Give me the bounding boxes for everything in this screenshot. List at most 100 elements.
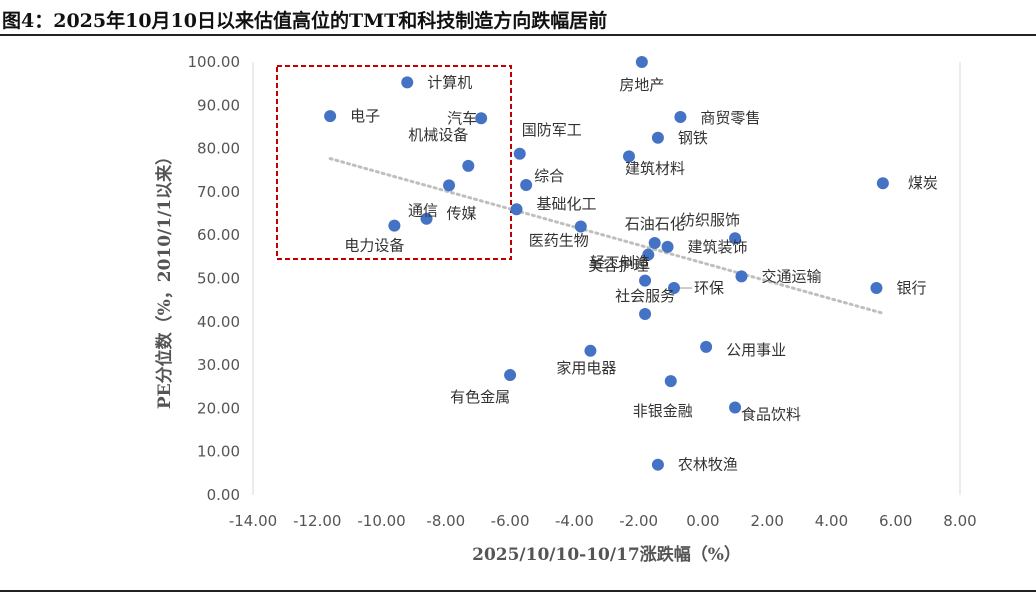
data-point-label: 石油石化 xyxy=(625,215,685,233)
data-point xyxy=(700,340,713,353)
data-point xyxy=(661,240,674,253)
data-point-label: 电力设备 xyxy=(344,237,404,255)
data-point xyxy=(443,179,456,192)
data-point-label: 商贸零售 xyxy=(700,109,760,127)
data-point-label: 交通运输 xyxy=(761,267,821,285)
data-point-label: 轻工制造 xyxy=(590,254,650,272)
data-point-label: 纺织服饰 xyxy=(680,211,740,229)
x-tick-labels: -14.00 -12.00 -10.00 -8.00 -6.00 -4.00 -2.00 0.… xyxy=(229,512,977,530)
data-point xyxy=(642,248,655,261)
data-point-label: 非银金融 xyxy=(633,402,693,420)
trendline-path xyxy=(328,157,885,315)
data-point xyxy=(651,131,664,144)
data-point xyxy=(674,110,687,123)
data-point xyxy=(648,236,661,249)
data-point xyxy=(462,159,475,172)
y-tick-label: 10.00 xyxy=(197,443,240,461)
x-tick-label: -4.00 xyxy=(555,512,594,530)
data-point xyxy=(622,150,635,163)
y-tick-label: 20.00 xyxy=(197,399,240,417)
data-point-label: 社会服务 xyxy=(615,287,675,305)
data-point-label: 银行 xyxy=(896,279,926,297)
data-point-label: 建筑装饰 xyxy=(688,238,748,256)
data-point xyxy=(420,212,433,225)
y-tick-label: 50.00 xyxy=(197,270,240,288)
data-point xyxy=(639,274,652,287)
data-point xyxy=(510,203,523,216)
y-tick-label: 100.00 xyxy=(188,53,241,71)
x-tick-label: 8.00 xyxy=(943,512,976,530)
y-tick-label: 80.00 xyxy=(197,140,240,158)
data-point xyxy=(735,270,748,283)
data-point xyxy=(504,369,517,382)
highlight-rect xyxy=(276,65,512,260)
data-point-label: 综合 xyxy=(534,167,564,185)
data-point-label: 通信 xyxy=(408,201,438,219)
data-point xyxy=(667,282,680,295)
data-point xyxy=(324,110,337,123)
data-point xyxy=(401,76,414,89)
x-tick-label: -6.00 xyxy=(491,512,530,530)
data-point-label: 有色金属 xyxy=(450,388,510,406)
x-tick-label: 4.00 xyxy=(815,512,848,530)
data-point xyxy=(651,458,664,471)
x-tick-label: -12.00 xyxy=(293,512,341,530)
data-points xyxy=(324,56,889,471)
data-point-label: 机械设备 xyxy=(408,126,468,144)
data-point-label: 钢铁 xyxy=(678,129,708,147)
x-tick-label: 2.00 xyxy=(750,512,783,530)
highlight-box xyxy=(276,65,512,260)
data-point-label: 医药生物 xyxy=(529,232,589,250)
data-point-label: 美容护理 xyxy=(588,257,648,275)
trendline xyxy=(328,157,885,315)
y-tick-label: 40.00 xyxy=(197,313,240,331)
data-point-label: 农林牧渔 xyxy=(678,456,738,474)
x-tick-label: -2.00 xyxy=(619,512,658,530)
x-tick-label: 0.00 xyxy=(686,512,719,530)
x-tick-label: -10.00 xyxy=(357,512,405,530)
data-point xyxy=(584,344,597,357)
y-tick-label: 60.00 xyxy=(197,226,240,244)
y-tick-label: 90.00 xyxy=(197,96,240,114)
data-point-label: 家用电器 xyxy=(556,359,616,377)
data-point xyxy=(876,177,889,190)
data-point-label: 传媒 xyxy=(447,205,477,223)
data-point xyxy=(574,220,587,233)
axis-lines xyxy=(252,62,961,495)
x-tick-label: -14.00 xyxy=(229,512,277,530)
data-point xyxy=(513,147,526,160)
title-divider xyxy=(0,34,1036,36)
data-point xyxy=(664,375,677,388)
data-point xyxy=(639,308,652,321)
y-tick-label: 0.00 xyxy=(207,486,240,504)
y-tick-label: 70.00 xyxy=(197,183,240,201)
data-point-label: 电子 xyxy=(350,107,380,125)
x-axis-title: 2025/10/10-10/17涨跌幅（%） xyxy=(472,544,741,565)
data-point xyxy=(520,178,533,191)
data-point-label: 国防军工 xyxy=(522,121,582,139)
x-tick-label: 6.00 xyxy=(879,512,912,530)
y-axis-title: PE分位数（%，2010/1/1以来） xyxy=(154,148,175,409)
data-point-label: 房地产 xyxy=(619,76,664,94)
data-point-label: 建筑材料 xyxy=(625,159,685,177)
data-point-label: 环保 xyxy=(694,279,724,297)
data-point xyxy=(475,112,488,125)
data-point-label: 食品饮料 xyxy=(741,406,801,424)
data-point xyxy=(635,56,648,68)
data-point-label: 煤炭 xyxy=(908,174,938,192)
y-tick-label: 30.00 xyxy=(197,356,240,374)
data-point-label: 公用事业 xyxy=(726,341,786,359)
y-tick-labels: 0.00 10.00 20.00 30.00 40.00 50.00 60.00 70.00 8… xyxy=(188,53,241,504)
data-point-label: 基础化工 xyxy=(537,195,597,213)
figure-title: 图4：2025年10月10日以来估值高位的TMT和科技制造方向跌幅居前 xyxy=(2,10,608,32)
data-point xyxy=(729,401,742,414)
data-point xyxy=(729,232,742,245)
data-point-label: 计算机 xyxy=(427,73,472,91)
data-point-label: 汽车 xyxy=(447,109,477,127)
bottom-divider xyxy=(0,590,1036,592)
x-tick-label: -8.00 xyxy=(426,512,465,530)
data-point xyxy=(870,282,883,295)
chart-area xyxy=(120,44,1026,590)
